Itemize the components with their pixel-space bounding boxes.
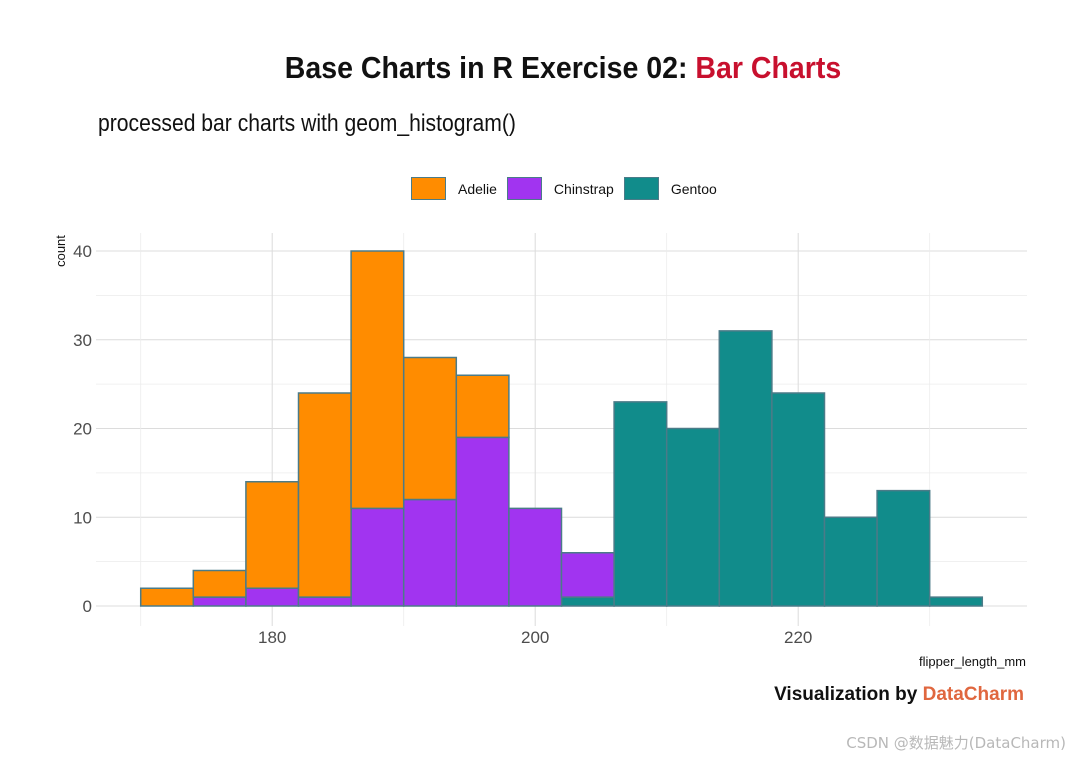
bar-chinstrap-190	[402, 498, 458, 607]
chart-subtitle: processed bar charts with geom_histogram…	[98, 110, 516, 137]
tick-labels: 0 10 20 30 40 180 200 220	[73, 242, 812, 647]
y-tick-label: 10	[73, 508, 92, 527]
chart-legend: Adelie Chinstrap Gentoo	[411, 177, 727, 200]
caption: Visualization by DataCharm	[774, 684, 1024, 706]
bar-chinstrap-174	[192, 596, 247, 607]
legend-label-chinstrap: Chinstrap	[553, 180, 614, 197]
chart-title-accent: Bar Charts	[695, 50, 842, 85]
bar-chinstrap-178	[245, 587, 300, 607]
bar-chinstrap-194	[455, 436, 510, 607]
chart-title: Base Charts in R Exercise 02: Bar Charts	[45, 50, 1080, 86]
bar-adelie-190	[402, 356, 458, 501]
bar-gentoo-214	[718, 330, 773, 607]
bar-chinstrap-182	[297, 596, 352, 607]
bar-gentoo-218	[771, 392, 826, 607]
caption-brand: DataCharm	[922, 684, 1024, 705]
legend-label-adelie: Adelie	[458, 180, 497, 197]
x-tick-label: 180	[258, 628, 286, 647]
bar-gentoo-206	[613, 401, 668, 607]
bar-gentoo-202	[560, 596, 615, 607]
legend-swatch-gentoo	[623, 177, 659, 200]
legend-item-chinstrap: Chinstrap	[506, 177, 614, 200]
bar-adelie-182	[297, 392, 352, 598]
bar-adelie-170	[139, 587, 195, 607]
legend-swatch-chinstrap	[506, 177, 542, 200]
x-tick-label: 220	[784, 628, 812, 647]
legend-item-gentoo: Gentoo	[623, 177, 717, 200]
bar-adelie-186	[350, 250, 405, 510]
bar-chinstrap-198	[508, 507, 563, 607]
chart-title-main: Base Charts in R Exercise 02:	[284, 50, 696, 85]
y-axis-label: count	[53, 235, 68, 267]
bar-adelie-194	[455, 374, 510, 439]
bars	[139, 250, 984, 607]
watermark: CSDN @数据魅力(DataCharm)	[846, 734, 1066, 752]
bar-gentoo-230	[928, 596, 984, 607]
x-axis-label: flipper_length_mm	[919, 654, 1026, 669]
bar-chinstrap-186	[350, 507, 405, 607]
bar-gentoo-210	[665, 427, 721, 607]
bar-adelie-178	[245, 481, 300, 589]
y-tick-label: 40	[73, 242, 92, 261]
bar-adelie-174	[192, 569, 247, 598]
y-tick-label: 30	[73, 331, 92, 350]
x-tick-label: 200	[521, 628, 549, 647]
legend-swatch-adelie	[411, 177, 446, 200]
bar-gentoo-226	[876, 489, 931, 607]
y-tick-label: 0	[83, 597, 92, 616]
bar-chinstrap-202	[560, 552, 615, 598]
legend-item-adelie: Adelie	[411, 177, 497, 200]
legend-label-gentoo: Gentoo	[670, 180, 717, 197]
caption-prefix: Visualization by	[774, 684, 923, 705]
bar-gentoo-222	[823, 516, 878, 607]
y-tick-label: 20	[73, 420, 92, 439]
